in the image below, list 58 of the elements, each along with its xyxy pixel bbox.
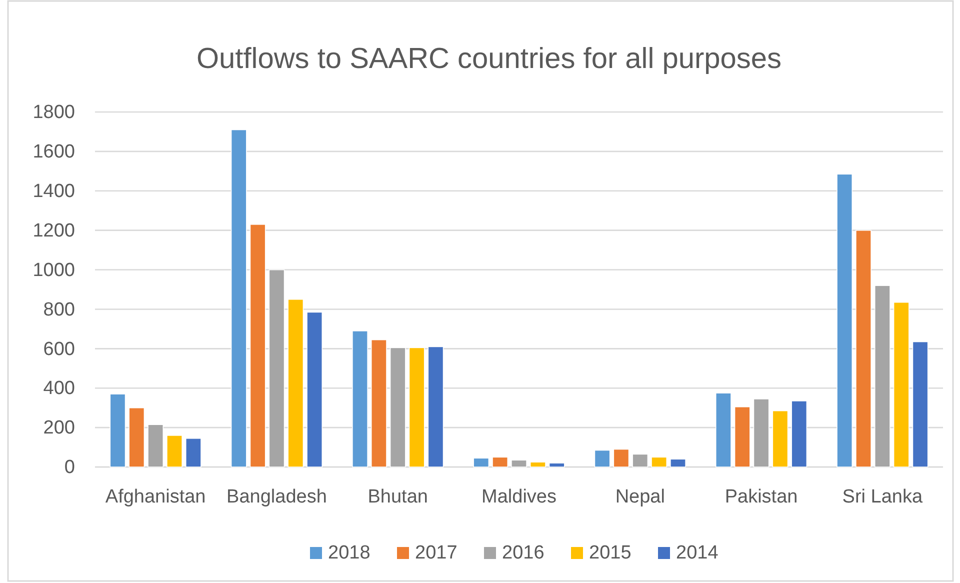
bar bbox=[836, 174, 853, 468]
y-tick-label: 200 bbox=[43, 418, 75, 439]
bar bbox=[715, 392, 732, 468]
bar bbox=[390, 347, 406, 468]
bar bbox=[370, 339, 387, 468]
bar bbox=[613, 448, 630, 468]
y-tick-label: 400 bbox=[43, 378, 75, 400]
x-tick-label: Maldives bbox=[482, 486, 556, 508]
bar bbox=[511, 460, 527, 468]
chart-title: Outflows to SAARC countries for all purposes bbox=[196, 43, 782, 75]
bar bbox=[912, 341, 928, 468]
bar bbox=[791, 400, 808, 468]
bar bbox=[753, 398, 770, 468]
y-tick-label: 1400 bbox=[32, 180, 75, 202]
legend-label: 2017 bbox=[415, 542, 458, 564]
y-tick-label: 800 bbox=[43, 299, 75, 320]
x-tick-label: Bhutan bbox=[368, 486, 428, 508]
bar bbox=[268, 269, 285, 468]
bar bbox=[128, 407, 145, 468]
legend-label: 2016 bbox=[502, 542, 544, 564]
bar bbox=[856, 230, 872, 468]
x-tick-label: Bangladesh bbox=[226, 486, 327, 508]
legend-label: 2014 bbox=[676, 542, 719, 564]
y-tick-label: 1200 bbox=[32, 220, 75, 242]
y-tick-label: 0 bbox=[64, 457, 75, 478]
x-tick-label: Afghanistan bbox=[105, 486, 206, 508]
bar bbox=[166, 435, 182, 468]
bar bbox=[306, 312, 323, 468]
x-tick-label: Nepal bbox=[615, 486, 665, 508]
bar bbox=[548, 462, 565, 468]
bar bbox=[594, 450, 610, 468]
bar bbox=[492, 456, 508, 468]
bar bbox=[185, 438, 202, 468]
bar bbox=[230, 129, 247, 468]
bar bbox=[408, 347, 425, 468]
bar bbox=[772, 410, 788, 468]
x-tick-label: Pakistan bbox=[724, 486, 798, 508]
bar bbox=[428, 346, 444, 468]
bar bbox=[352, 330, 368, 468]
y-tick-label: 1800 bbox=[32, 102, 75, 124]
bar bbox=[651, 456, 668, 468]
y-tick-label: 1000 bbox=[32, 260, 75, 281]
bar bbox=[250, 224, 266, 468]
legend-label: 2015 bbox=[589, 542, 632, 564]
bar bbox=[893, 302, 910, 468]
bar bbox=[874, 285, 890, 468]
bar bbox=[110, 394, 126, 468]
bar bbox=[473, 458, 490, 468]
y-tick-label: 1600 bbox=[32, 142, 75, 163]
legend-label: 2018 bbox=[328, 542, 370, 564]
bar bbox=[670, 458, 686, 468]
x-tick-label: Sri Lanka bbox=[842, 486, 923, 508]
bar bbox=[734, 406, 750, 468]
bar bbox=[530, 462, 546, 468]
bar bbox=[148, 424, 164, 468]
bar bbox=[288, 298, 304, 468]
bar bbox=[632, 454, 648, 468]
y-tick-label: 600 bbox=[43, 338, 75, 360]
